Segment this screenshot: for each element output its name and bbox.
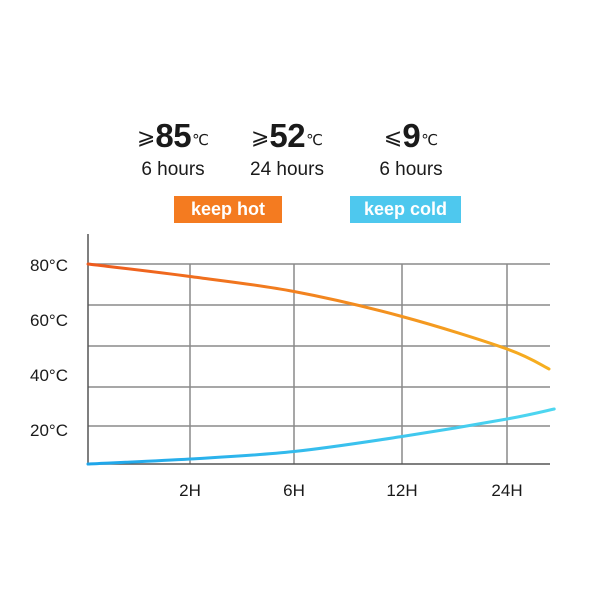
stat-value: 85 xyxy=(155,117,192,154)
stat-value: 52 xyxy=(269,117,306,154)
stat-value: 9 xyxy=(402,117,421,154)
stat-keep-cold-6h: ⩽9℃ 6 hours xyxy=(346,116,476,182)
y-tick-label: 60°C xyxy=(30,311,68,330)
stat-unit: ℃ xyxy=(306,132,323,149)
chart-axes xyxy=(87,234,550,465)
y-tick-label: 20°C xyxy=(30,421,68,440)
y-tick-label: 40°C xyxy=(30,366,68,385)
x-tick-label: 24H xyxy=(491,481,522,500)
stat-keep-hot-6h: ⩾85℃ 6 hours xyxy=(108,116,238,182)
keep-cold-series-line xyxy=(86,407,556,466)
keep-hot-series-line xyxy=(86,262,551,371)
x-tick-label: 6H xyxy=(283,481,305,500)
stat-duration: 6 hours xyxy=(379,159,443,180)
stat-symbol: ⩾ xyxy=(250,124,270,149)
x-tick-label: 2H xyxy=(179,481,201,500)
keep-hot-badge: keep hot xyxy=(174,196,282,223)
keep-cold-badge: keep cold xyxy=(350,196,461,223)
stat-unit: ℃ xyxy=(192,132,209,149)
stat-unit: ℃ xyxy=(421,132,439,149)
x-tick-labels: 2H 6H 12H 24H xyxy=(179,481,522,500)
stat-duration: 6 hours xyxy=(141,159,205,180)
stat-duration: 24 hours xyxy=(250,159,324,180)
stat-symbol: ⩽ xyxy=(383,124,403,149)
stat-keep-hot-24h: ⩾52℃ 24 hours xyxy=(222,116,352,182)
chart-grid xyxy=(88,263,550,464)
chart-series xyxy=(86,262,556,466)
stat-symbol: ⩾ xyxy=(136,124,156,149)
x-tick-label: 12H xyxy=(386,481,417,500)
y-tick-label: 80°C xyxy=(30,256,68,275)
